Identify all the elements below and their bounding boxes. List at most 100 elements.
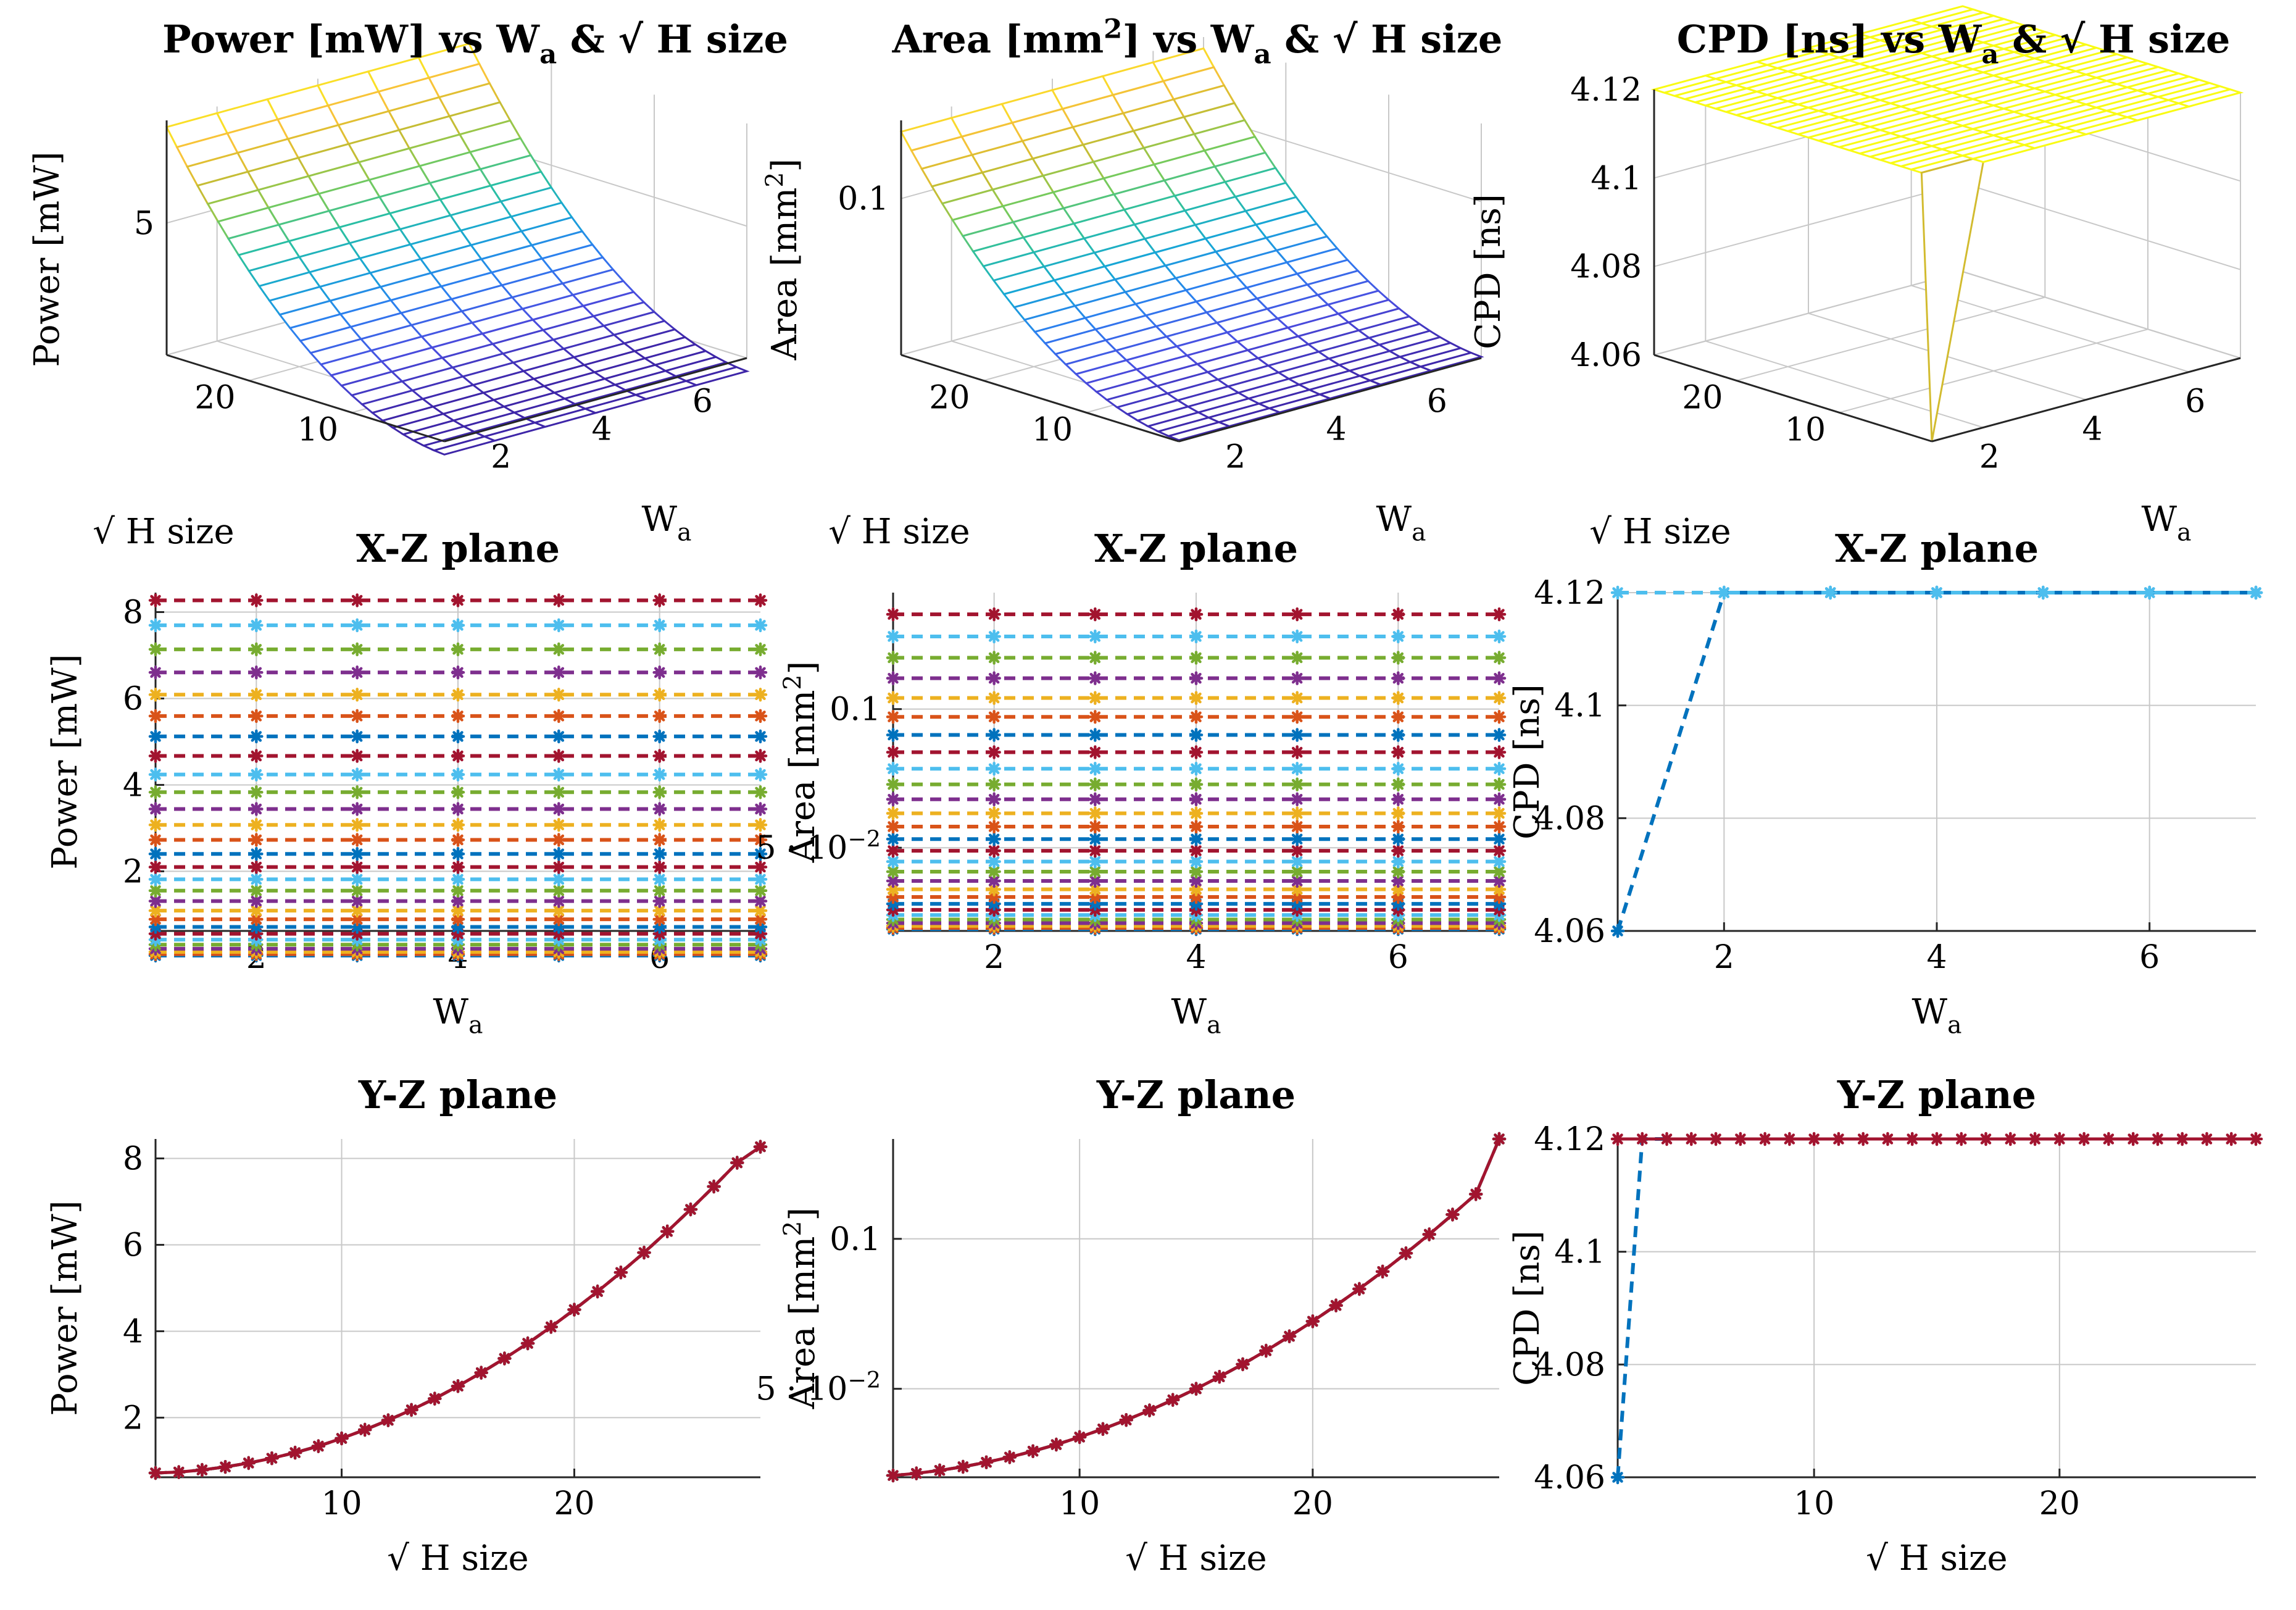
power-xz-point-d2 [553, 594, 565, 606]
power-yz-point [195, 1462, 209, 1477]
cpd-yz-point [2175, 1132, 2189, 1146]
area-xz-point-d2 [1191, 729, 1202, 741]
power-yz-point-d2 [685, 1204, 696, 1215]
area-xz-point [1189, 890, 1204, 904]
cpd-yz-point [1831, 1132, 1846, 1146]
area-yz-series-line [892, 1138, 1501, 1477]
area-xz-point [886, 728, 901, 742]
power-xz-point-d2 [654, 594, 665, 606]
power-xz-point-d2 [755, 689, 766, 701]
power-xz-point-d2 [654, 914, 665, 925]
area-yz-point [1119, 1412, 1133, 1427]
area-xz-point-d2 [1494, 875, 1505, 886]
power-xz-point-d2 [251, 834, 262, 846]
area-yz-xtick-label: 10 [1059, 1485, 1100, 1522]
area-xz-point-d2 [1089, 672, 1101, 684]
area-yz-xtick-label: 20 [1292, 1485, 1333, 1522]
power-xz-point-d2 [452, 921, 464, 933]
area-yz-point [1096, 1422, 1110, 1437]
area-xz-point-d2 [1291, 875, 1303, 886]
area-xz-point-d2 [1291, 711, 1303, 722]
power-xz-point [552, 860, 566, 874]
area-yz-series-line [892, 1138, 1501, 1477]
area-xz-point [886, 832, 901, 846]
area-xz-point [1492, 607, 1507, 622]
cpd-yz: 10 20 4.06 4.08 4.1 4.12 Y-Z plane √ H size CPD … [1507, 1072, 2263, 1579]
power-xz-point-d2 [452, 861, 464, 873]
area-xz-point-d2 [1089, 711, 1101, 722]
power-yz-point [520, 1336, 535, 1351]
area-xz-series [886, 777, 1507, 791]
power-xz-point [753, 817, 768, 832]
power-xz-point-d2 [452, 834, 464, 846]
cpd-yz-point [1807, 1132, 1821, 1146]
area-xz-point-d2 [1494, 692, 1505, 704]
power-yz-point [730, 1156, 744, 1170]
area-xz-point [1391, 792, 1405, 806]
area-yz-series [886, 1132, 1507, 1483]
cpd-3d-xtick-label: 2 [1979, 439, 2000, 476]
power-3d-title-part: a [539, 38, 557, 70]
area-3d-title-part: a [1254, 38, 1271, 70]
power-xz-point [148, 860, 163, 874]
power-xz-point [451, 817, 465, 832]
power-xz-point [249, 749, 264, 763]
cpd-yz-point-d2 [1612, 1133, 1623, 1145]
power-xz-point [350, 872, 364, 886]
area-xz-point-d2 [1191, 883, 1202, 895]
cpd-yz-point-d2 [1710, 1133, 1721, 1145]
power-xz-point [350, 817, 364, 832]
area-xz-point-d2 [1291, 609, 1303, 620]
cpd-yz-point [1660, 1132, 1674, 1146]
power-xz-point-d2 [654, 905, 665, 916]
cpd-yz-ytick-label: 4.06 [1534, 1459, 1605, 1496]
power-xz-point [451, 846, 465, 861]
area-xz-point-d2 [888, 883, 899, 895]
area-3d-axes [900, 120, 1482, 443]
area-yz-series-line [892, 1138, 1501, 1477]
area-xz-point [1492, 745, 1507, 759]
area-xz-point [886, 843, 901, 858]
power-yz-point [497, 1351, 512, 1366]
area-yz-point [1189, 1382, 1204, 1396]
area-xz-point [1492, 843, 1507, 858]
area-xz-point [1492, 832, 1507, 846]
power-xz-point [249, 785, 264, 799]
area-xz-point [1189, 792, 1204, 806]
cpd-yz-point [1708, 1132, 1723, 1146]
area-xz-ytick-label-part: 5 · 10 [756, 830, 848, 867]
power-xz-point [552, 872, 566, 886]
area-xz-point-d2 [1089, 821, 1101, 832]
area-yz: 10 20 5 · 10−2 0.1 Y-Z plane √ H size Area [mm… [756, 1072, 1507, 1579]
area-xz-point-d2 [1191, 652, 1202, 664]
area-xz-point [886, 761, 901, 776]
power-xz-point-d2 [150, 803, 161, 815]
area-yz-series [886, 1132, 1507, 1483]
power-xz-point-d2 [150, 914, 161, 925]
power-3d-axes [165, 120, 747, 443]
area-xz-point-d2 [1494, 609, 1505, 620]
area-xz-point [987, 671, 1001, 685]
power-xz-point-d2 [351, 594, 363, 606]
cpd-xz-point-d2 [2250, 587, 2261, 598]
power-xz-point-d2 [755, 921, 766, 933]
area-xz-point [1189, 691, 1204, 705]
area-xz-point-d2 [1291, 845, 1303, 856]
area-xz-xtick-label: 6 [1388, 939, 1408, 976]
cpd-3d-xlabel: Wa [2142, 499, 2192, 547]
power-xz-point [753, 872, 768, 886]
power-xz-point [148, 802, 163, 816]
area-xz-point [886, 607, 901, 622]
area-xz-point-d2 [1291, 833, 1303, 845]
area-3d-title-part: ] vs W [1122, 17, 1254, 62]
power-xz-point-d2 [654, 620, 665, 631]
power-yz-series-line [155, 1145, 762, 1475]
area-yz-series-line [892, 1138, 1501, 1477]
cpd-yz-point [1684, 1132, 1699, 1146]
area-3d-ytick-label: 20 [929, 379, 970, 416]
power-yz-point [451, 1379, 465, 1393]
power-xz-point-d2 [251, 885, 262, 896]
power-xz-point [652, 618, 667, 633]
power-xz-point [148, 729, 163, 744]
